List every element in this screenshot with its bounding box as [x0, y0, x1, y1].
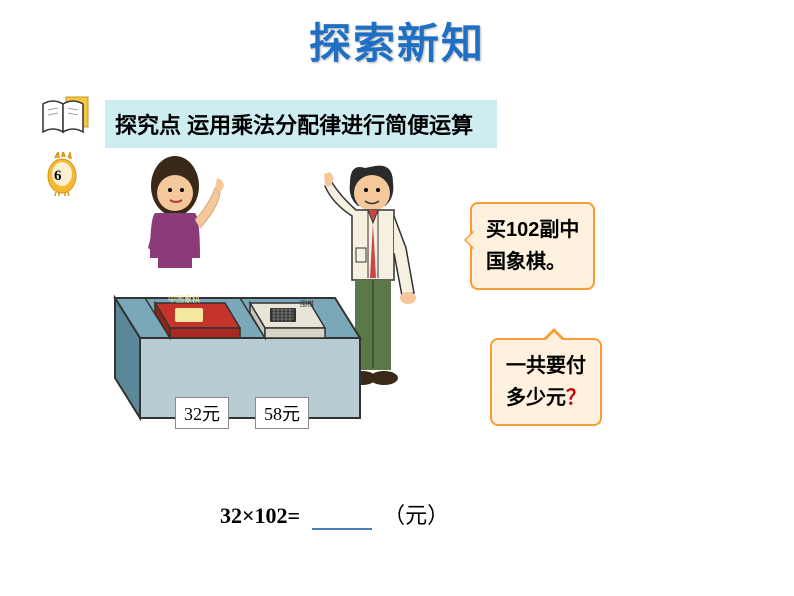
book-icon: [38, 92, 98, 147]
chick-number: 6: [54, 168, 62, 185]
blank-line: [312, 528, 372, 530]
speech1-text2: 国象棋。: [486, 251, 566, 273]
speech2-text: 一共要付: [506, 355, 586, 377]
equation-lhs: 32×102=: [220, 503, 300, 528]
question-mark: ？: [566, 387, 586, 409]
price-label-1: 32元: [175, 397, 229, 429]
speech1-text: 买102副中: [486, 219, 579, 241]
equation: 32×102= （元）: [220, 498, 449, 530]
speech-bubble-2: 一共要付 多少元？: [490, 338, 602, 426]
equation-unit: （元）: [383, 503, 449, 528]
subtitle-label: 探究点 运用乘法分配律进行简便运算: [105, 100, 497, 148]
price-label-2: 58元: [255, 397, 309, 429]
speech2-text2: 多少元: [506, 387, 566, 409]
chick-icon: [45, 152, 79, 201]
speech-bubble-1: 买102副中 国象棋。: [470, 202, 595, 290]
svg-text:围棋: 围棋: [300, 299, 314, 308]
page-title: 探索新知: [0, 0, 794, 71]
svg-text:中国象棋: 中国象棋: [168, 294, 200, 304]
